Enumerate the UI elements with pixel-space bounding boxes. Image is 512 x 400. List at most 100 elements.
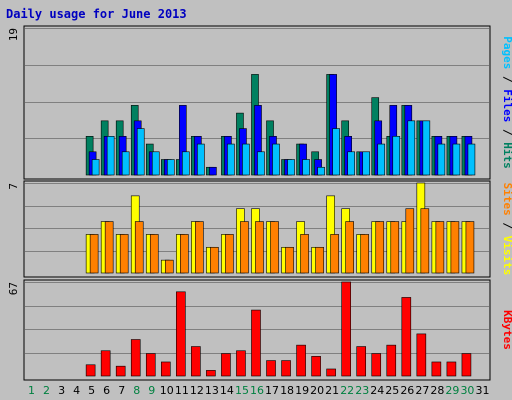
bar-sites-day-14 <box>225 234 234 274</box>
x-axis-day-labels: 1 2 3 4 5 6 7 8 9 10 11 12 13 14 15 16 17 18 19 20 21 22 23 24 2… <box>28 384 489 397</box>
bar-pages-day-15 <box>242 143 250 176</box>
x-tick-label-day-11: 11 <box>175 384 189 397</box>
bar-pages-day-21 <box>332 128 340 176</box>
bar-kbytes-day-25 <box>386 344 397 377</box>
y-axis-max-label: 19 <box>7 28 20 41</box>
bar-sites-day-17 <box>270 221 279 274</box>
bar-sites-day-28 <box>435 221 445 274</box>
bar-kbytes-day-12 <box>191 346 201 377</box>
x-tick-label-day-28: 28 <box>430 384 444 397</box>
bar-sites-day-12 <box>195 221 204 274</box>
bar-sites-day-6 <box>104 221 114 274</box>
legend-part: / <box>501 122 512 142</box>
bar-pages-day-26 <box>407 120 416 176</box>
bar-kbytes-day-7 <box>115 365 126 377</box>
bar-kbytes-day-5 <box>85 364 96 377</box>
bar-sites-day-20 <box>315 246 324 274</box>
x-tick-label-day-25: 25 <box>385 384 399 397</box>
bar-kbytes-day-29 <box>446 361 457 377</box>
bar-pages-day-9 <box>151 151 160 176</box>
bar-sites-day-24 <box>375 221 385 274</box>
x-tick-label-day-27: 27 <box>415 384 429 397</box>
bar-sites-day-11 <box>180 234 189 274</box>
bar-pages-day-24 <box>377 143 386 176</box>
bar-sites-day-5 <box>89 234 99 274</box>
x-tick-label-day-17: 17 <box>265 384 279 397</box>
y-axis-max-label: 7 <box>7 183 20 190</box>
x-tick-label-day-6: 6 <box>103 384 110 397</box>
chart-panels: 19 Pages / Files / Hits 7 Sites / Visits 67 K… <box>7 25 512 381</box>
x-tick-label-day-18: 18 <box>280 384 294 397</box>
bar-sites-day-16 <box>255 221 264 274</box>
x-tick-label-day-21: 21 <box>325 384 339 397</box>
x-tick-label-day-31: 31 <box>475 384 489 397</box>
bar-kbytes-day-21 <box>326 368 336 377</box>
bar-kbytes-day-10 <box>160 361 171 377</box>
bar-sites-day-29 <box>450 221 460 274</box>
legend-part: KBytes <box>501 310 512 350</box>
bar-sites-day-27 <box>420 208 430 274</box>
bar-kbytes-day-14 <box>221 353 231 377</box>
x-tick-label-day-2: 2 <box>43 384 50 397</box>
x-tick-label-day-13: 13 <box>205 384 219 397</box>
bar-kbytes-day-18 <box>281 360 291 377</box>
bar-pages-day-12 <box>197 143 205 176</box>
x-tick-label-day-23: 23 <box>355 384 369 397</box>
bar-kbytes-day-15 <box>236 350 246 377</box>
bar-sites-day-7 <box>119 234 129 274</box>
legend-part: / <box>501 216 512 236</box>
bar-kbytes-day-22 <box>341 281 351 377</box>
bar-pages-day-17 <box>272 143 280 176</box>
x-tick-label-day-1: 1 <box>28 384 35 397</box>
x-tick-label-day-16: 16 <box>250 384 264 397</box>
bar-kbytes-day-13 <box>206 370 216 377</box>
bar-pages-day-14 <box>227 143 235 176</box>
x-tick-label-day-19: 19 <box>295 384 309 397</box>
bar-pages-day-28 <box>437 143 446 176</box>
chart-title: Daily usage for June 2013 <box>6 7 187 21</box>
bar-kbytes-day-8 <box>130 339 141 377</box>
bar-pages-day-7 <box>121 151 130 176</box>
bar-kbytes-day-20 <box>311 356 321 377</box>
bar-pages-day-10 <box>166 159 175 176</box>
x-tick-label-day-30: 30 <box>460 384 474 397</box>
legend-part: / <box>501 69 512 89</box>
x-tick-label-day-24: 24 <box>370 384 384 397</box>
bar-sites-day-18 <box>285 246 294 274</box>
x-tick-label-day-5: 5 <box>88 384 95 397</box>
x-tick-label-day-29: 29 <box>445 384 459 397</box>
x-tick-label-day-3: 3 <box>58 384 65 397</box>
bar-pages-day-20 <box>317 166 325 176</box>
bar-pages-day-27 <box>422 120 431 176</box>
bar-pages-day-19 <box>302 159 310 176</box>
bar-sites-day-22 <box>345 221 354 274</box>
series-legend-label: Sites / Visits <box>501 183 512 276</box>
bar-kbytes-day-27 <box>416 333 427 377</box>
bar-kbytes-day-19 <box>296 344 306 377</box>
x-tick-label-day-20: 20 <box>310 384 324 397</box>
bar-pages-day-8 <box>136 128 145 176</box>
bar-kbytes-day-26 <box>401 297 412 377</box>
bar-sites-day-19 <box>300 234 309 274</box>
bar-pages-day-23 <box>362 151 371 176</box>
bar-sites-day-10 <box>164 259 174 274</box>
bar-kbytes-day-24 <box>371 353 382 377</box>
x-tick-label-day-14: 14 <box>220 384 234 397</box>
bar-pages-day-11 <box>182 151 190 176</box>
legend-part: Visits <box>501 236 512 276</box>
x-tick-label-day-12: 12 <box>190 384 204 397</box>
bar-kbytes-day-11 <box>176 291 186 377</box>
bar-sites-day-23 <box>360 234 370 274</box>
bar-pages-day-29 <box>452 143 461 176</box>
bar-sites-day-15 <box>240 221 249 274</box>
bar-kbytes-day-30 <box>461 353 472 377</box>
legend-part: Sites <box>501 183 512 216</box>
x-tick-label-day-4: 4 <box>73 384 80 397</box>
series-legend-label: KBytes <box>501 310 512 350</box>
legend-part: Files <box>501 89 512 122</box>
bar-pages-day-30 <box>467 143 476 176</box>
bar-kbytes-day-16 <box>251 309 261 377</box>
bar-kbytes-day-28 <box>431 361 442 377</box>
bar-sites-day-25 <box>390 221 400 274</box>
series-legend-label: Pages / Files / Hits <box>501 36 512 169</box>
